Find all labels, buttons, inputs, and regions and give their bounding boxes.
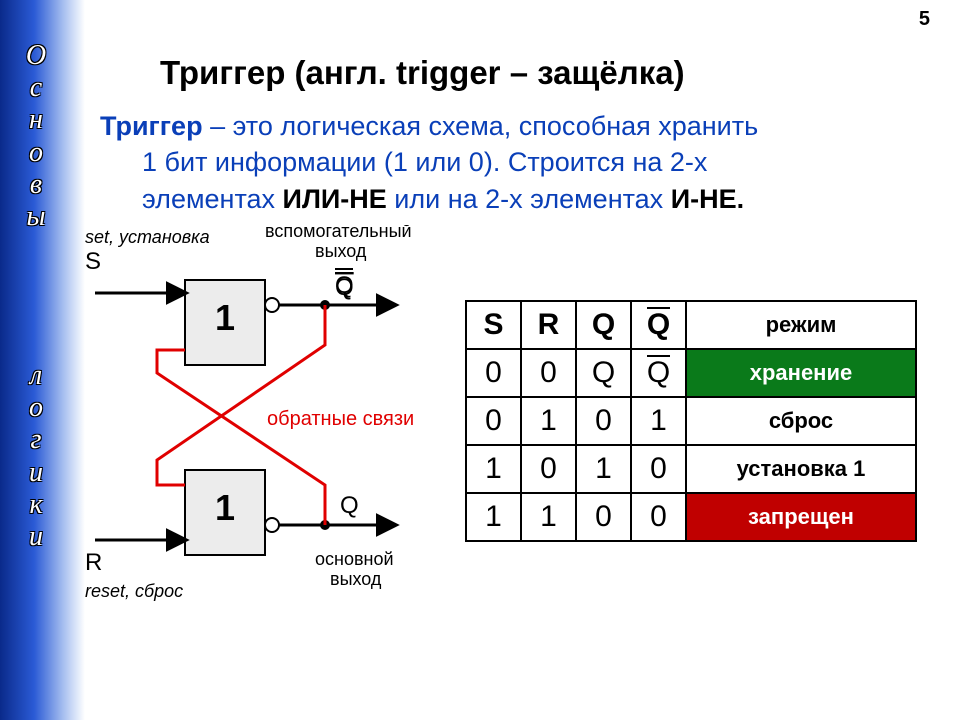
sidebar-word-1: Основы xyxy=(16,40,56,233)
truth-table: S R Q Q режим 00QQхранение0101сброс1010у… xyxy=(465,300,917,542)
label-R: R xyxy=(85,549,102,576)
label-main-out-2: выход xyxy=(330,569,382,589)
th-S: S xyxy=(466,301,521,349)
sidebar-word-2: логики xyxy=(16,360,56,553)
label-main-out-1: основной xyxy=(315,549,394,569)
table-row: 00QQхранение xyxy=(466,349,916,397)
slide-title: Триггер (англ. trigger – защёлка) xyxy=(160,54,685,92)
th-mode: режим xyxy=(686,301,916,349)
label-set: set, установка xyxy=(85,227,210,247)
th-Q: Q xyxy=(576,301,631,349)
table-row: 0101сброс xyxy=(466,397,916,445)
sr-trigger-diagram: set, установка S вспомогательный выход 1… xyxy=(85,225,445,625)
term: Триггер xyxy=(100,111,203,141)
label-S: S xyxy=(85,248,101,275)
label-aux-out-1: вспомогательный xyxy=(265,225,412,241)
gate-bottom-label: 1 xyxy=(215,487,235,528)
label-feedback: обратные связи xyxy=(267,408,414,430)
label-aux-out-2: выход xyxy=(315,241,367,261)
th-Qbar: Q xyxy=(631,301,686,349)
table-header-row: S R Q Q режим xyxy=(466,301,916,349)
label-Q: Q xyxy=(340,492,359,519)
gate-top-bubble xyxy=(265,298,279,312)
gate-bottom-bubble xyxy=(265,518,279,532)
svg-text:Q: Q xyxy=(335,272,354,299)
th-R: R xyxy=(521,301,576,349)
gate-top-label: 1 xyxy=(215,297,235,338)
table-row: 1100запрещен xyxy=(466,493,916,541)
page-number: 5 xyxy=(919,8,930,31)
description: Триггер – это логическая схема, способна… xyxy=(100,108,930,217)
label-reset: reset, сброс xyxy=(85,581,183,601)
table-row: 1010установка 1 xyxy=(466,445,916,493)
